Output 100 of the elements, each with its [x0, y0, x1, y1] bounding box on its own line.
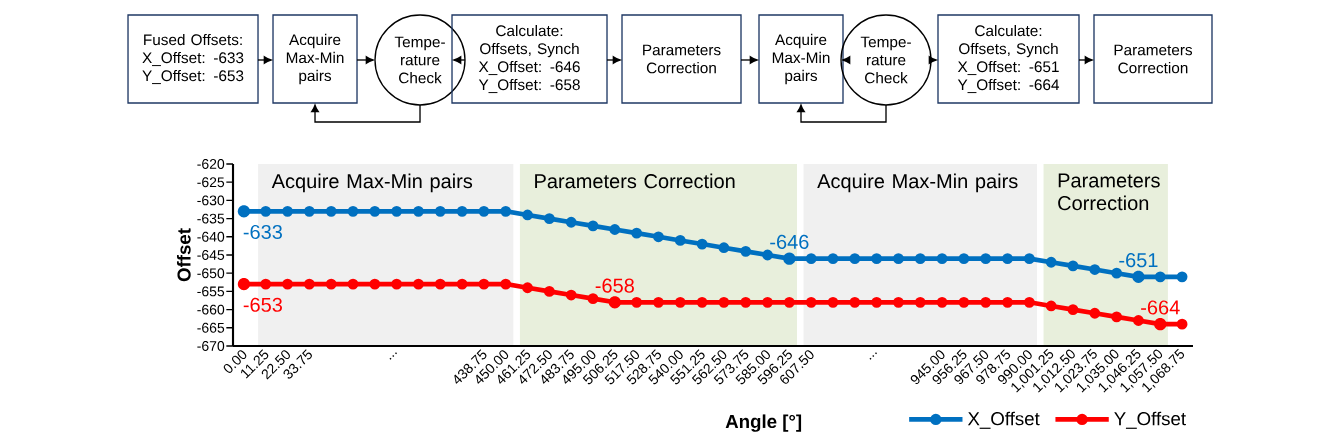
point: [674, 296, 686, 308]
point: [478, 278, 490, 290]
point: [587, 293, 599, 305]
x-tick-label: ...: [869, 352, 878, 360]
point: [762, 296, 773, 308]
point: [696, 296, 708, 308]
band-label: Parameters Correction: [1058, 173, 1160, 211]
point: [325, 278, 337, 290]
point: [980, 296, 992, 308]
point: [1154, 271, 1166, 283]
point: [1111, 311, 1123, 323]
point: [391, 205, 403, 217]
y-tick-label: -635: [197, 213, 225, 224]
point: [958, 253, 970, 265]
y-tick-label: -630: [197, 195, 225, 206]
point: [805, 296, 817, 308]
y-tick-label: -625: [197, 177, 225, 188]
band-label: Acquire Max-Min pairs: [817, 173, 1018, 193]
y-tick-label: -655: [197, 286, 225, 297]
data-label: -653: [243, 297, 282, 312]
point: [1045, 256, 1057, 268]
x-axis-title: Angle [°]: [725, 414, 802, 432]
data-label: -633: [243, 224, 282, 240]
text: Tempe-rature Check: [394, 36, 445, 84]
y-tick-label: -670: [197, 341, 225, 351]
point: [1133, 315, 1144, 326]
point: [1023, 296, 1035, 308]
band-label: Parameters Correction: [535, 173, 735, 189]
point: [653, 296, 664, 308]
point: [1023, 253, 1035, 265]
point: [325, 205, 337, 217]
y-axis-title: Offset: [176, 228, 191, 282]
point: [718, 242, 730, 254]
point: [1002, 253, 1013, 265]
text: Parameters Correction: [1114, 44, 1193, 74]
data-label: -651: [1119, 253, 1158, 268]
point: [631, 296, 643, 308]
point: [522, 209, 533, 221]
point: [936, 253, 948, 265]
point: [980, 253, 992, 265]
y-tick-label: -645: [197, 250, 225, 260]
point: [478, 205, 490, 217]
text: Parameters Correction: [643, 44, 721, 74]
point: [827, 296, 839, 308]
point: [696, 238, 708, 250]
point: [543, 285, 555, 297]
point: [434, 278, 446, 290]
point: [740, 245, 752, 257]
point: [936, 296, 948, 308]
point: [391, 278, 403, 290]
point: [369, 205, 381, 217]
point: [260, 278, 272, 290]
point: [871, 296, 883, 308]
point: [849, 296, 861, 308]
point: [674, 235, 686, 246]
point: [282, 205, 293, 217]
data-label: -646: [770, 234, 809, 250]
point: [456, 278, 468, 290]
band-label: Acquire Max-Min pairs: [271, 173, 473, 193]
point: [587, 220, 599, 232]
point: [893, 296, 904, 308]
point: [783, 296, 795, 308]
point: [958, 296, 970, 308]
point: [805, 253, 817, 265]
point: [347, 278, 359, 290]
point: [1045, 300, 1057, 312]
point: [1089, 264, 1101, 275]
point: [500, 278, 512, 290]
point: [1067, 260, 1079, 272]
point: [434, 205, 446, 217]
point: [260, 205, 272, 217]
point: [631, 227, 643, 239]
y-tick-label: -665: [197, 322, 225, 333]
point: [827, 253, 839, 265]
point: [456, 205, 468, 217]
point: [565, 216, 577, 228]
y-tick-label: -650: [197, 268, 225, 279]
point: [282, 278, 293, 290]
point: [1176, 271, 1188, 283]
legend-label: X_Offset: [967, 411, 1040, 429]
point: [413, 205, 424, 217]
point: [1002, 296, 1013, 308]
point: [1176, 318, 1188, 330]
point: [762, 249, 773, 261]
text: Tempe-rature Check: [860, 36, 911, 84]
point: [1067, 304, 1079, 315]
point: [347, 205, 359, 217]
point: [849, 253, 861, 265]
data-label: -658: [595, 278, 634, 293]
point: [893, 253, 904, 265]
point: [522, 282, 533, 294]
point: [500, 205, 512, 217]
point: [303, 278, 315, 290]
point: [653, 231, 664, 243]
y-tick-label: -620: [197, 159, 225, 169]
point: [303, 205, 315, 217]
point: [871, 253, 883, 265]
point: [369, 278, 381, 290]
text: Calculate: Offsets, Synch X_Offset: -651 Y_Offset: -664: [957, 24, 1060, 94]
point: [914, 253, 926, 265]
